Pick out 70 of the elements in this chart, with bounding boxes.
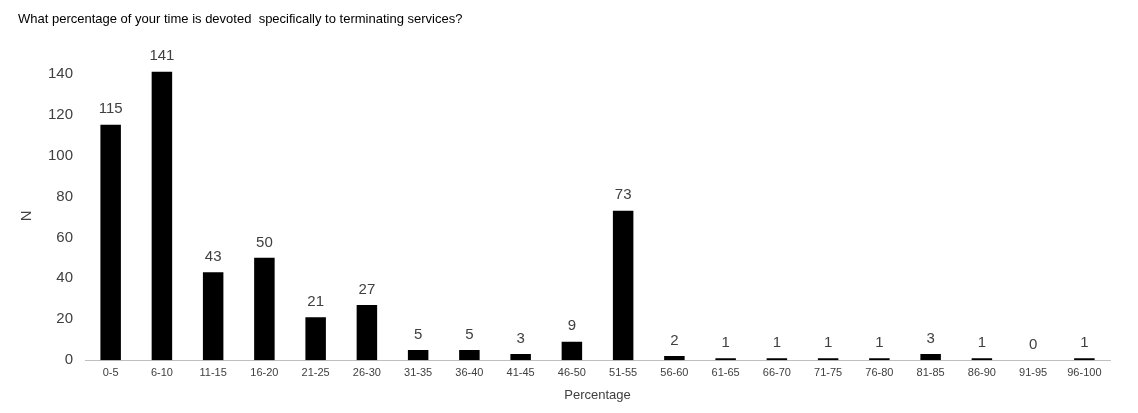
- y-tick-label: 0: [64, 350, 74, 368]
- x-tick-label: 61-65: [711, 365, 740, 378]
- data-label: 21: [307, 291, 324, 309]
- data-label: 1: [977, 332, 987, 350]
- bar: [715, 358, 736, 361]
- bar: [151, 71, 173, 361]
- x-tick-label: 81-85: [916, 365, 945, 378]
- x-tick-label: 76-80: [865, 365, 894, 378]
- x-tick-label: 71-75: [814, 365, 843, 378]
- x-tick-label: 6-10: [150, 365, 173, 378]
- y-tick-label: 100: [48, 145, 74, 163]
- y-tick-label: 60: [56, 227, 74, 245]
- data-label: 0: [1028, 334, 1038, 352]
- bar: [766, 358, 788, 361]
- x-tick-label: 91-95: [1019, 365, 1048, 378]
- bar: [356, 304, 378, 361]
- bar: [305, 317, 326, 361]
- bar: [100, 124, 121, 361]
- x-tick-label: 21-25: [301, 365, 330, 378]
- data-label: 73: [614, 185, 632, 203]
- bar: [1074, 358, 1095, 361]
- y-tick-label: 140: [48, 63, 74, 81]
- x-tick-label: 46-50: [557, 365, 586, 378]
- x-tick-label: 41-45: [506, 365, 535, 378]
- bar: [510, 354, 531, 361]
- y-axis-title: N: [17, 210, 35, 222]
- bar: [664, 356, 685, 361]
- y-tick-label: 80: [56, 186, 74, 204]
- data-label: 115: [98, 99, 123, 117]
- y-tick-label: 120: [48, 104, 74, 122]
- data-label: 1: [721, 332, 730, 350]
- x-tick-label: 26-30: [352, 365, 381, 378]
- data-label: 1: [875, 332, 884, 350]
- chart-title: What percentage of your time is devoted specifically to terminating services?: [18, 11, 463, 27]
- data-label: 50: [256, 232, 273, 250]
- bar: [202, 272, 224, 361]
- data-label: 27: [358, 279, 376, 297]
- y-tick-label: 40: [56, 268, 74, 286]
- x-tick-label: 16-20: [250, 365, 279, 378]
- data-label: 1: [823, 332, 833, 350]
- x-tick-label: 56-60: [660, 365, 689, 378]
- data-label: 2: [670, 330, 679, 348]
- bar: [612, 210, 634, 361]
- bar: [459, 349, 480, 361]
- data-label: 43: [204, 246, 222, 264]
- x-tick-label: 51-55: [609, 365, 638, 378]
- data-label: 141: [149, 46, 175, 64]
- x-tick-label: 31-35: [404, 365, 433, 378]
- x-axis-title: Percentage: [564, 386, 631, 402]
- data-label: 1: [772, 332, 782, 350]
- data-label: 5: [413, 324, 423, 342]
- x-tick-label: 96-100: [1067, 365, 1102, 378]
- data-label: 5: [465, 324, 474, 342]
- data-label: 9: [567, 316, 577, 334]
- bar: [817, 358, 839, 361]
- x-tick-label: 36-40: [455, 365, 484, 378]
- x-tick-label: 66-70: [762, 365, 791, 378]
- data-label: 1: [1080, 332, 1089, 350]
- data-label: 3: [926, 328, 935, 346]
- y-tick-label: 20: [56, 309, 74, 327]
- x-tick-label: 0-5: [102, 365, 119, 378]
- x-tick-label: 86-90: [967, 365, 996, 378]
- bar: [561, 341, 583, 361]
- bar: [869, 358, 890, 361]
- bar: [407, 349, 429, 361]
- bar: [254, 257, 275, 361]
- bar: [920, 354, 941, 361]
- data-label: 3: [516, 328, 525, 346]
- bar: [971, 358, 993, 361]
- x-tick-label: 11-15: [199, 365, 227, 378]
